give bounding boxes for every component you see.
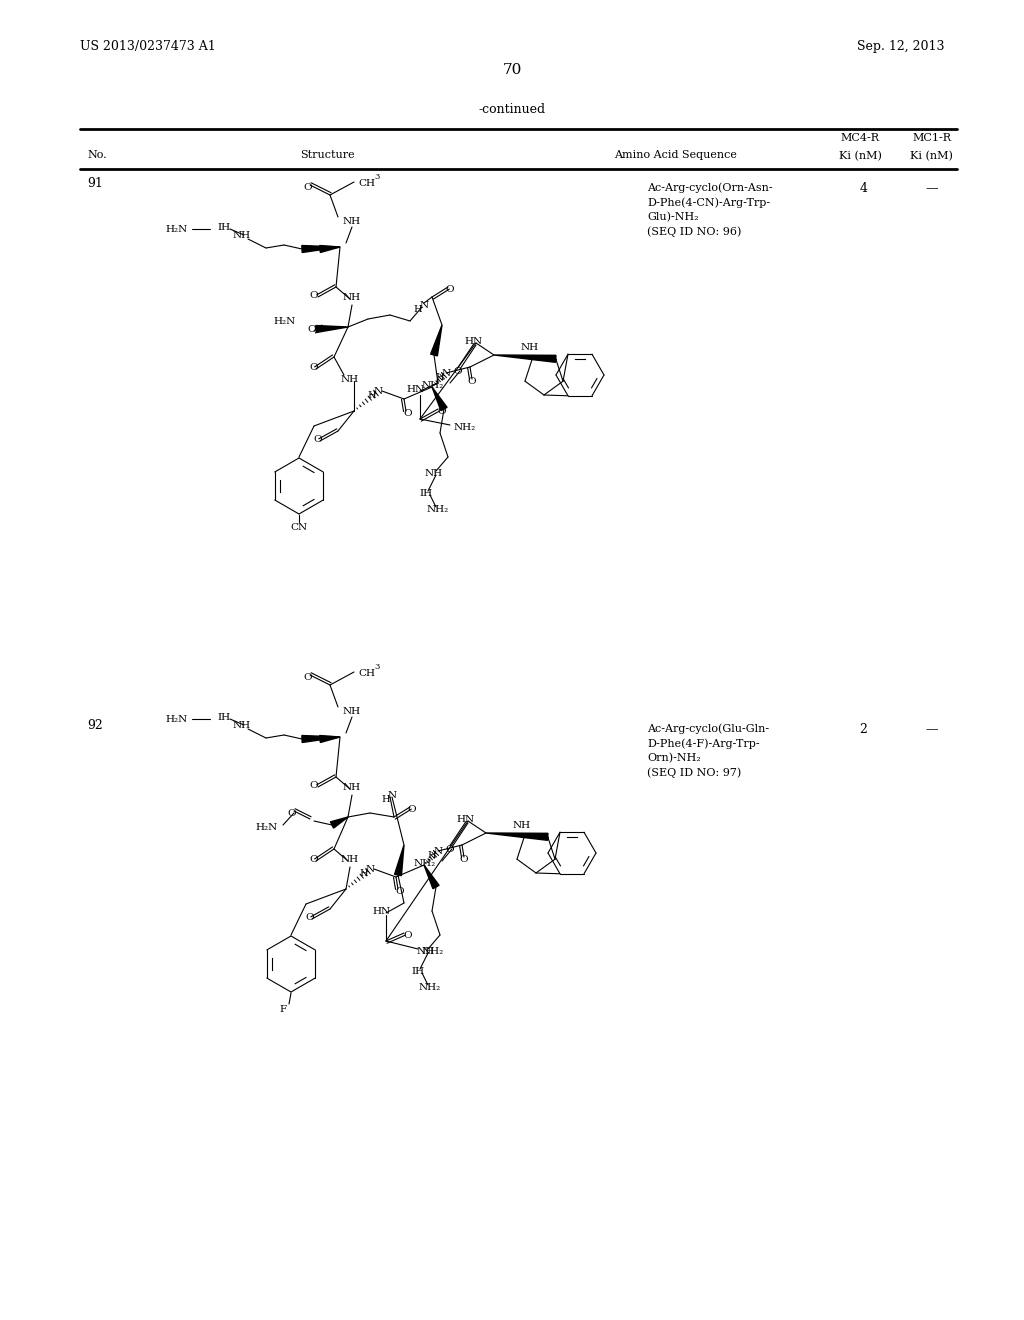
Text: NH: NH (341, 375, 359, 384)
Text: N: N (441, 368, 451, 378)
Text: H: H (359, 869, 369, 878)
Text: IH: IH (420, 488, 432, 498)
Text: H: H (382, 795, 390, 804)
Polygon shape (319, 246, 340, 252)
Text: O: O (403, 931, 413, 940)
Polygon shape (486, 833, 548, 841)
Text: CH: CH (358, 178, 375, 187)
Polygon shape (432, 387, 447, 411)
Text: O: O (304, 672, 312, 681)
Text: CN: CN (291, 524, 307, 532)
Text: O: O (288, 808, 296, 817)
Text: Ki (nM): Ki (nM) (839, 150, 882, 161)
Text: MC4-R: MC4-R (841, 133, 880, 144)
Text: NH: NH (417, 946, 435, 956)
Text: H: H (414, 305, 422, 314)
Text: O: O (454, 367, 462, 375)
Text: O: O (403, 408, 413, 417)
Text: O: O (309, 363, 318, 371)
Text: NH: NH (343, 706, 361, 715)
Text: CH: CH (358, 668, 375, 677)
Text: US 2013/0237473 A1: US 2013/0237473 A1 (80, 40, 216, 53)
Text: NH: NH (343, 783, 361, 792)
Text: O: O (309, 854, 318, 863)
Text: Sep. 12, 2013: Sep. 12, 2013 (857, 40, 944, 53)
Text: 3: 3 (375, 663, 380, 671)
Text: O: O (306, 912, 314, 921)
Text: 4: 4 (859, 182, 867, 195)
Text: N: N (366, 865, 375, 874)
Text: O: O (437, 407, 446, 416)
Text: O: O (460, 854, 468, 863)
Text: NH₂: NH₂ (454, 422, 476, 432)
Text: H₂N: H₂N (256, 822, 278, 832)
Text: 92: 92 (87, 719, 102, 733)
Text: Ac-Arg-cyclo(Orn-Asn-
D-Phe(4-CN)-Arg-Trp-
Glu)-NH₂
(SEQ ID NO: 96): Ac-Arg-cyclo(Orn-Asn- D-Phe(4-CN)-Arg-Tr… (647, 182, 773, 236)
Text: N: N (387, 791, 396, 800)
Text: —: — (926, 182, 938, 195)
Text: 3: 3 (375, 173, 380, 181)
Text: Ki (nM): Ki (nM) (910, 150, 953, 161)
Text: NH: NH (232, 721, 251, 730)
Text: NH: NH (425, 469, 443, 478)
Text: IH: IH (217, 223, 230, 231)
Text: NH₂: NH₂ (414, 858, 436, 867)
Text: NH: NH (232, 231, 251, 239)
Text: N: N (420, 301, 429, 309)
Text: HN: HN (373, 907, 391, 916)
Text: O: O (313, 434, 323, 444)
Text: NH₂: NH₂ (427, 504, 450, 513)
Text: Structure: Structure (300, 150, 355, 161)
Text: IH: IH (412, 966, 425, 975)
Text: NH: NH (521, 342, 539, 351)
Text: 91: 91 (87, 177, 103, 190)
Text: O: O (395, 887, 404, 895)
Text: NH: NH (343, 293, 361, 301)
Text: H₂N: H₂N (166, 714, 188, 723)
Text: HN: HN (465, 337, 483, 346)
Polygon shape (494, 355, 556, 362)
Polygon shape (315, 326, 348, 333)
Polygon shape (331, 817, 348, 828)
Text: O: O (445, 845, 455, 854)
Text: H: H (368, 391, 376, 400)
Text: O: O (307, 325, 316, 334)
Text: O: O (309, 780, 318, 789)
Text: O: O (304, 182, 312, 191)
Text: IH: IH (217, 713, 230, 722)
Text: NH₂: NH₂ (422, 946, 444, 956)
Text: Ac-Arg-cyclo(Glu-Gln-
D-Phe(4-F)-Arg-Trp-
Orn)-NH₂
(SEQ ID NO: 97): Ac-Arg-cyclo(Glu-Gln- D-Phe(4-F)-Arg-Trp… (647, 723, 769, 777)
Text: NH₂: NH₂ (422, 380, 444, 389)
Text: NH: NH (341, 854, 359, 863)
Text: —: — (926, 723, 938, 737)
Text: N: N (433, 846, 442, 855)
Text: NH: NH (513, 821, 531, 829)
Text: NH: NH (343, 216, 361, 226)
Text: HN: HN (407, 384, 425, 393)
Text: H₂N: H₂N (273, 317, 296, 326)
Text: H: H (428, 850, 436, 859)
Text: NH₂: NH₂ (419, 982, 441, 991)
Text: O: O (445, 285, 455, 293)
Text: 2: 2 (859, 723, 867, 737)
Text: MC1-R: MC1-R (912, 133, 951, 144)
Text: H: H (435, 372, 444, 381)
Text: No.: No. (87, 150, 106, 161)
Polygon shape (431, 325, 442, 356)
Text: F: F (280, 1006, 287, 1015)
Polygon shape (319, 735, 340, 742)
Text: O: O (408, 804, 417, 813)
Text: O: O (309, 290, 318, 300)
Polygon shape (424, 865, 439, 888)
Polygon shape (302, 246, 340, 252)
Text: Amino Acid Sequence: Amino Acid Sequence (614, 150, 737, 161)
Text: H₂N: H₂N (166, 224, 188, 234)
Text: 70: 70 (503, 63, 521, 78)
Text: -continued: -continued (478, 103, 546, 116)
Text: O: O (468, 376, 476, 385)
Text: HN: HN (457, 814, 475, 824)
Polygon shape (302, 735, 340, 742)
Text: N: N (374, 387, 383, 396)
Polygon shape (394, 845, 404, 875)
